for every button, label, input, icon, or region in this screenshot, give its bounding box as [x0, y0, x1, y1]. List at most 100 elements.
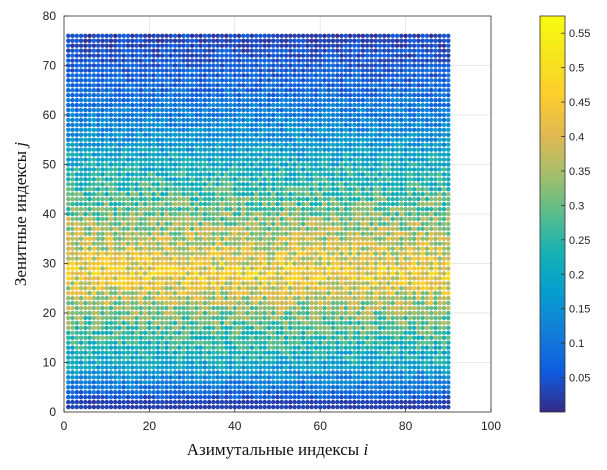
scatter-point [70, 271, 75, 276]
scatter-point [424, 226, 430, 232]
scatter-point [322, 142, 327, 147]
scatter-point [168, 325, 173, 331]
scatter-point [83, 276, 88, 281]
scatter-point [172, 221, 178, 227]
scatter-point [113, 187, 118, 192]
scatter-point [130, 182, 135, 187]
scatter-point [279, 345, 284, 350]
scatter-point [373, 221, 378, 227]
scatter-point [168, 236, 173, 241]
scatter-point [104, 196, 109, 202]
scatter-point [339, 310, 344, 316]
scatter-point [159, 375, 165, 380]
scatter-point [87, 206, 92, 212]
scatter-point [364, 206, 370, 212]
scatter-point [219, 231, 225, 237]
scatter-point [356, 290, 361, 296]
scatter-point [177, 325, 182, 331]
scatter-point [241, 251, 246, 256]
scatter-point [339, 385, 344, 390]
scatter-point [305, 182, 310, 187]
scatter-point [339, 157, 344, 162]
scatter-point [271, 221, 276, 227]
scatter-point [117, 236, 122, 241]
scatter-point [386, 182, 391, 187]
scatter-point [441, 196, 447, 202]
scatter-point [399, 231, 404, 237]
scatter-point [279, 191, 284, 197]
scatter-point [185, 355, 191, 360]
scatter-point [271, 355, 276, 360]
scatter-point [420, 305, 425, 311]
scatter-point [104, 290, 109, 296]
scatter-point [403, 201, 408, 207]
scatter-point [271, 315, 276, 321]
scatter-point [74, 340, 80, 345]
scatter-point [108, 295, 114, 301]
scatter-point [177, 167, 182, 172]
scatter-point [429, 147, 434, 152]
scatter-point [194, 231, 199, 237]
scatter-point [266, 241, 272, 246]
scatter-point [317, 142, 323, 147]
scatter-point [441, 310, 447, 316]
scatter-point [288, 380, 293, 385]
scatter-point [394, 340, 400, 345]
scatter-point [108, 162, 114, 167]
scatter-point [322, 325, 327, 331]
scatter-point [394, 380, 400, 385]
scatter-point [70, 276, 75, 281]
scatter-point [113, 231, 118, 237]
scatter-point [322, 261, 327, 266]
scatter-point [181, 320, 186, 326]
scatter-point [147, 370, 152, 375]
scatter-point [407, 320, 413, 326]
scatter-point [266, 261, 272, 266]
scatter-point [390, 305, 396, 311]
scatter-point [429, 231, 434, 237]
scatter-point [66, 276, 71, 281]
scatter-point [399, 196, 404, 202]
scatter-point [309, 404, 314, 410]
scatter-point [185, 295, 191, 301]
scatter-point [159, 251, 165, 256]
scatter-point [155, 276, 161, 281]
scatter-point [224, 370, 229, 375]
scatter-point [343, 325, 349, 331]
scatter-point [104, 152, 109, 157]
scatter-point [279, 147, 284, 152]
scatter-point [108, 236, 114, 241]
scatter-point [95, 385, 101, 390]
scatter-point [198, 206, 203, 212]
scatter-point [279, 325, 284, 331]
scatter-point [198, 266, 203, 271]
scatter-point [151, 177, 156, 182]
scatter-point [164, 325, 169, 331]
scatter-point [74, 206, 80, 212]
scatter-point [159, 172, 165, 177]
scatter-point [313, 137, 319, 142]
scatter-point [206, 167, 212, 172]
scatter-point [168, 310, 173, 316]
scatter-point [446, 305, 451, 311]
scatter-point [266, 310, 272, 316]
scatter-point [433, 147, 438, 152]
scatter-point [249, 196, 255, 202]
scatter-point [236, 221, 242, 227]
scatter-point [407, 221, 413, 227]
scatter-point [292, 315, 297, 321]
scatter-point [113, 196, 118, 202]
scatter-point [326, 216, 331, 222]
scatter-point [202, 241, 208, 246]
scatter-point [181, 236, 186, 241]
scatter-point [219, 325, 225, 331]
scatter-point [87, 191, 92, 197]
scatter-point [117, 132, 122, 138]
scatter-point [215, 261, 220, 266]
scatter-point [249, 182, 255, 187]
scatter-point [266, 340, 272, 345]
scatter-point [236, 241, 242, 246]
scatter-point [142, 370, 148, 375]
scatter-point [172, 310, 178, 316]
scatter-point [202, 330, 208, 336]
